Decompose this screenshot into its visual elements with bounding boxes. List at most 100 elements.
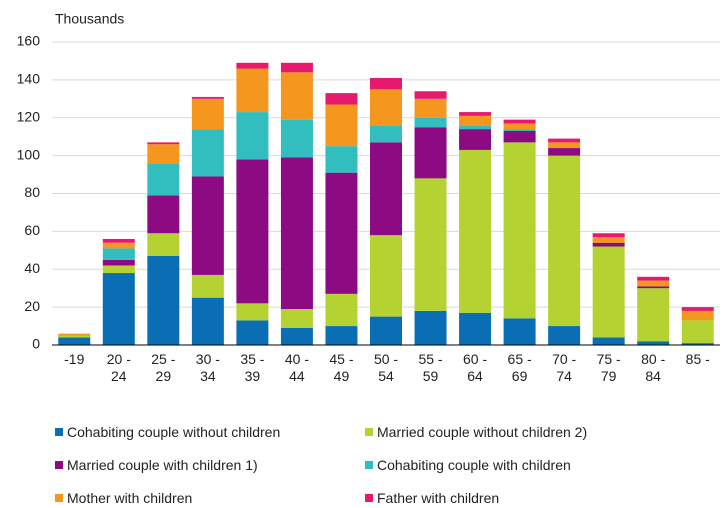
bar-segment [280, 72, 313, 120]
y-tick-label: 40 [24, 260, 40, 276]
legend-item: Cohabiting couple without children [55, 424, 280, 440]
bar-segment [191, 96, 224, 99]
bar-segment [637, 286, 670, 289]
bar-segment [414, 117, 447, 128]
bar-segment [503, 318, 536, 345]
x-tick-label: 25 - 29 [151, 351, 176, 384]
legend-swatch [365, 461, 373, 469]
x-tick-label: 35 - 39 [240, 351, 265, 384]
x-tick-label: 75 - 79 [596, 351, 621, 384]
bar-segment [58, 337, 91, 345]
bar-segment [147, 163, 180, 196]
bar-segment [459, 129, 492, 150]
legend-swatch [365, 494, 373, 502]
bar-segment [503, 123, 536, 130]
bar-segment [280, 157, 313, 310]
legend-swatch [365, 428, 373, 436]
bar-segment [592, 337, 625, 345]
bar-segment [370, 235, 402, 317]
bar-segment [280, 62, 313, 73]
legend-swatch [55, 461, 63, 469]
bar-segment [102, 265, 135, 274]
y-tick-label: 20 [24, 298, 40, 314]
bar-segment [681, 320, 714, 344]
bar-segment [414, 310, 447, 345]
bar-segment [459, 312, 492, 345]
legend-label: Married couple without children 2) [377, 424, 588, 440]
bar-segment [548, 142, 581, 149]
bar-segment [147, 255, 180, 345]
bar-segment [370, 125, 402, 143]
bar-segment [370, 89, 402, 126]
y-tick-label: 60 [24, 222, 40, 238]
bar-segment [236, 320, 269, 345]
bar-segment [503, 131, 536, 143]
bar-segment [637, 341, 670, 345]
legend-label: Cohabiting couple without children [67, 424, 281, 440]
bar-segment [325, 172, 358, 294]
bar-segment [503, 129, 536, 132]
bar-segment [592, 233, 625, 238]
legend-label: Mother with children [67, 490, 193, 506]
legend-item: Mother with children [55, 490, 192, 506]
bar-segment [370, 316, 402, 345]
bar-segment [592, 237, 625, 243]
bar-segment [548, 326, 581, 345]
bar-segment [58, 333, 91, 336]
bar-segment [459, 125, 492, 130]
bar-segment [459, 149, 492, 313]
bar-segment [191, 176, 224, 275]
bar-segment [370, 142, 402, 236]
bar-segment [191, 129, 224, 177]
x-tick-label: 30 - 34 [195, 351, 220, 384]
legend-swatch [55, 428, 63, 436]
x-tick-label: 65 - 69 [507, 351, 532, 384]
bar-segment [147, 142, 180, 145]
bar-segment [325, 326, 358, 345]
legend-label: Father with children [377, 490, 500, 506]
bar-segment [102, 242, 135, 249]
bar-segment [414, 98, 447, 118]
x-tick-label: 60 - 64 [463, 351, 488, 384]
bar-segment [102, 273, 135, 345]
bar-segment [503, 119, 536, 124]
bar-segment [325, 293, 358, 327]
bar-segment [236, 112, 269, 160]
legend-item: Married couple without children 2) [365, 424, 587, 440]
bar-segment [191, 274, 224, 298]
bar-segment [637, 280, 670, 287]
bar-segment [681, 310, 714, 321]
bar-segment [280, 327, 313, 345]
bar-segment [191, 98, 224, 130]
y-tick-label: 160 [17, 33, 41, 49]
bar-segment [414, 127, 447, 179]
y-axis-label: Thousands [55, 11, 124, 27]
bar-segment [370, 77, 402, 90]
bar-segment [592, 246, 625, 338]
bar-segment [102, 259, 135, 266]
y-tick-label: 0 [32, 336, 40, 352]
x-tick-label: 85 - [685, 351, 710, 367]
bar-segment [414, 91, 447, 99]
bar-segment [459, 112, 492, 116]
legend-item: Married couple with children 1) [55, 457, 258, 473]
bar-segment [58, 335, 91, 338]
bar-segment [280, 309, 313, 328]
legend-swatch [55, 494, 63, 502]
bar-segment [236, 303, 269, 321]
x-tick-label: 80 - 84 [641, 351, 666, 384]
bar-segment [102, 248, 135, 260]
x-tick-label: 40 - 44 [284, 351, 309, 384]
legend-label: Married couple with children 1) [67, 457, 258, 473]
x-tick-label: -19 [64, 351, 85, 367]
y-tick-label: 120 [17, 108, 41, 124]
legend-item: Cohabiting couple with children [365, 457, 571, 473]
bar-segment [236, 159, 269, 304]
x-tick-label: 50 - 54 [373, 351, 399, 384]
x-tick-label: 70 - 74 [552, 351, 577, 384]
legend-item: Father with children [365, 490, 499, 506]
y-tick-label: 100 [17, 146, 41, 162]
bar-segment [191, 297, 224, 345]
